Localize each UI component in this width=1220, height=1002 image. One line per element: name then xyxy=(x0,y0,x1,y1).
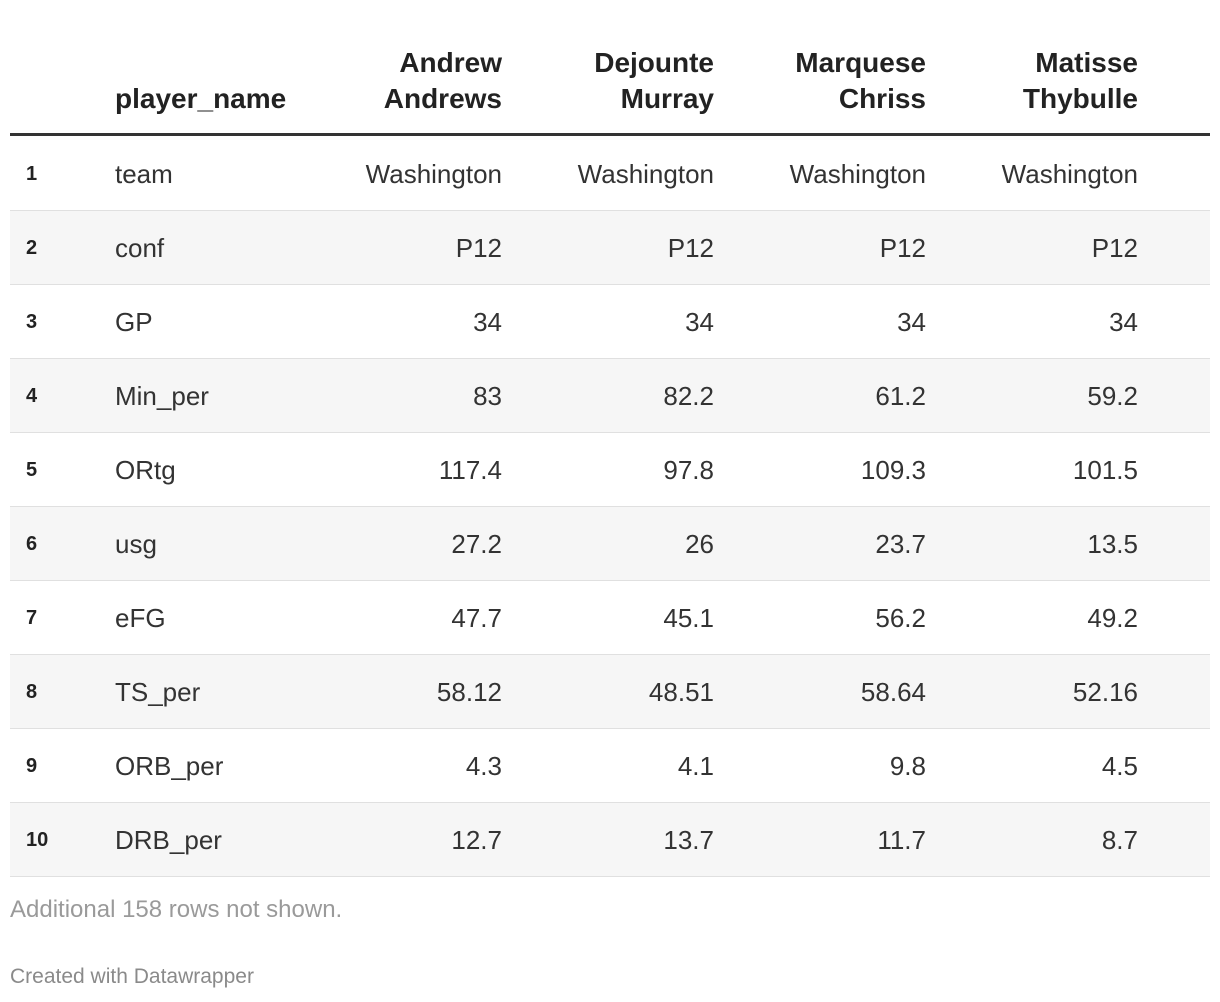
header-rule xyxy=(10,133,1210,136)
table-row xyxy=(10,285,1210,359)
row-index: 9 xyxy=(26,755,38,777)
table-cell: Washington xyxy=(577,159,714,189)
row-index: 1 xyxy=(26,163,38,185)
table-cell: 58.64 xyxy=(860,677,926,707)
table-cell: 34 xyxy=(897,307,926,337)
row-index: 4 xyxy=(26,385,38,407)
table-cell: 59.2 xyxy=(1087,381,1138,411)
row-index: 10 xyxy=(26,829,49,851)
table-cell: 9.8 xyxy=(889,751,926,781)
table-row xyxy=(10,507,1210,581)
table-row xyxy=(10,211,1210,285)
row-label: eFG xyxy=(115,603,166,633)
table-cell: 4.1 xyxy=(677,751,714,781)
table-cell: 34 xyxy=(685,307,714,337)
row-index: 3 xyxy=(26,311,38,333)
table-cell: 83 xyxy=(473,381,502,411)
table-row xyxy=(10,433,1210,507)
table-cell: 27.2 xyxy=(451,529,502,559)
column-header: Matisse Thybulle xyxy=(1022,47,1138,114)
table-cell: 45.1 xyxy=(663,603,714,633)
table-note: Additional 158 rows not shown. xyxy=(10,896,343,923)
table-cell: 34 xyxy=(473,307,502,337)
column-header: Dejounte Murray xyxy=(594,47,714,114)
table-cell: P12 xyxy=(455,233,502,263)
table-cell: P12 xyxy=(1091,233,1138,263)
table-row xyxy=(10,803,1210,877)
row-label: Min_per xyxy=(115,381,209,411)
table-row xyxy=(10,581,1210,655)
table-row xyxy=(10,359,1210,433)
table-cell: 11.7 xyxy=(877,825,926,855)
row-label: TS_per xyxy=(115,677,201,707)
table-cell: 109.3 xyxy=(860,455,926,485)
table-cell: 58.12 xyxy=(436,677,502,707)
table-cell: 4.5 xyxy=(1101,751,1138,781)
table-cell: 52.16 xyxy=(1072,677,1138,707)
row-index: 7 xyxy=(26,607,38,629)
row-label: ORtg xyxy=(115,455,176,485)
table-cell: P12 xyxy=(879,233,926,263)
table-row xyxy=(10,729,1210,803)
row-label: DRB_per xyxy=(115,825,222,855)
table-cell: 48.51 xyxy=(648,677,714,707)
row-label: team xyxy=(115,159,173,189)
row-label: usg xyxy=(115,529,157,559)
table-cell: 12.7 xyxy=(451,825,502,855)
row-label: GP xyxy=(115,307,153,337)
table-cell: 61.2 xyxy=(875,381,926,411)
table-cell: 56.2 xyxy=(875,603,926,633)
table-cell: 23.7 xyxy=(875,529,926,559)
column-header: player_name xyxy=(115,83,287,114)
column-header: Marquese Chriss xyxy=(795,47,926,114)
table-cell: 34 xyxy=(1109,307,1138,337)
table-cell: 97.8 xyxy=(663,455,714,485)
table-cell: Washington xyxy=(365,159,502,189)
table-cell: 47.7 xyxy=(451,603,502,633)
row-label: ORB_per xyxy=(115,751,224,781)
table-cell: Washington xyxy=(789,159,926,189)
table-cell: 8.7 xyxy=(1101,825,1138,855)
footer: Created with Datawrapper xyxy=(10,965,254,988)
table-cell: 26 xyxy=(685,529,714,559)
column-header: Andrew Andrews xyxy=(383,47,502,114)
table-cell: 13.5 xyxy=(1087,529,1138,559)
row-index: 8 xyxy=(26,681,38,703)
table-cell: 82.2 xyxy=(663,381,714,411)
row-label: conf xyxy=(115,233,165,263)
table-cell: 49.2 xyxy=(1087,603,1138,633)
table-cell: 101.5 xyxy=(1072,455,1138,485)
table-cell: P12 xyxy=(667,233,714,263)
row-index: 6 xyxy=(26,533,38,555)
table-row xyxy=(10,137,1210,211)
table-cell: 4.3 xyxy=(465,751,502,781)
row-index: 2 xyxy=(26,237,38,259)
table-cell: 13.7 xyxy=(663,825,714,855)
row-index: 5 xyxy=(26,459,38,481)
table-cell: Washington xyxy=(1001,159,1138,189)
table-row xyxy=(10,655,1210,729)
table-cell: 117.4 xyxy=(438,455,502,485)
